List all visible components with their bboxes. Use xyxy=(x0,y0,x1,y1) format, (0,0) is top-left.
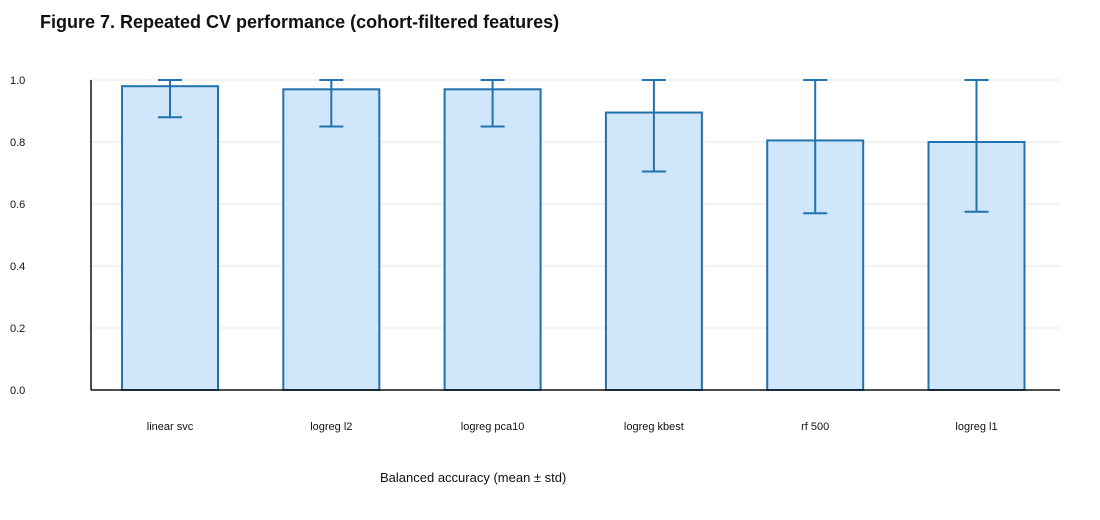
y-tick-label: 0.6 xyxy=(10,199,25,211)
x-category-label: logreg l2 xyxy=(310,421,352,433)
bar xyxy=(282,88,381,392)
x-category-label: linear svc xyxy=(147,421,194,433)
x-category-label: rf 500 xyxy=(801,421,829,433)
y-tick-label: 1.0 xyxy=(10,75,25,87)
bar xyxy=(443,88,542,392)
x-category-labels: linear svc logreg l2 logreg pca10 logreg kb… xyxy=(147,421,998,433)
error-bar xyxy=(964,79,989,213)
error-bar xyxy=(480,79,505,128)
x-category-label: logreg pca10 xyxy=(461,421,525,433)
y-tick-label: 0.0 xyxy=(10,385,25,397)
y-tick-label: 0.8 xyxy=(10,137,25,149)
bars xyxy=(121,85,1026,392)
error-bar xyxy=(158,79,182,119)
error-bar xyxy=(319,79,344,128)
error-bar xyxy=(803,79,828,215)
x-category-label: logreg l1 xyxy=(955,421,997,433)
y-tick-label: 0.4 xyxy=(10,261,25,273)
chart-title: Figure 7. Repeated CV performance (cohor… xyxy=(40,12,560,32)
x-axis-label: Balanced accuracy (mean ± std) xyxy=(380,470,567,485)
grid-lines xyxy=(91,79,1060,391)
y-tick-label: 0.2 xyxy=(10,323,25,335)
error-bars xyxy=(158,79,989,215)
y-tick-labels: 0.0 0.2 0.4 0.6 0.8 1.0 xyxy=(10,75,25,397)
bar xyxy=(121,85,219,391)
axes xyxy=(90,80,1060,391)
error-bar xyxy=(641,79,666,173)
x-category-label: logreg kbest xyxy=(624,421,684,433)
